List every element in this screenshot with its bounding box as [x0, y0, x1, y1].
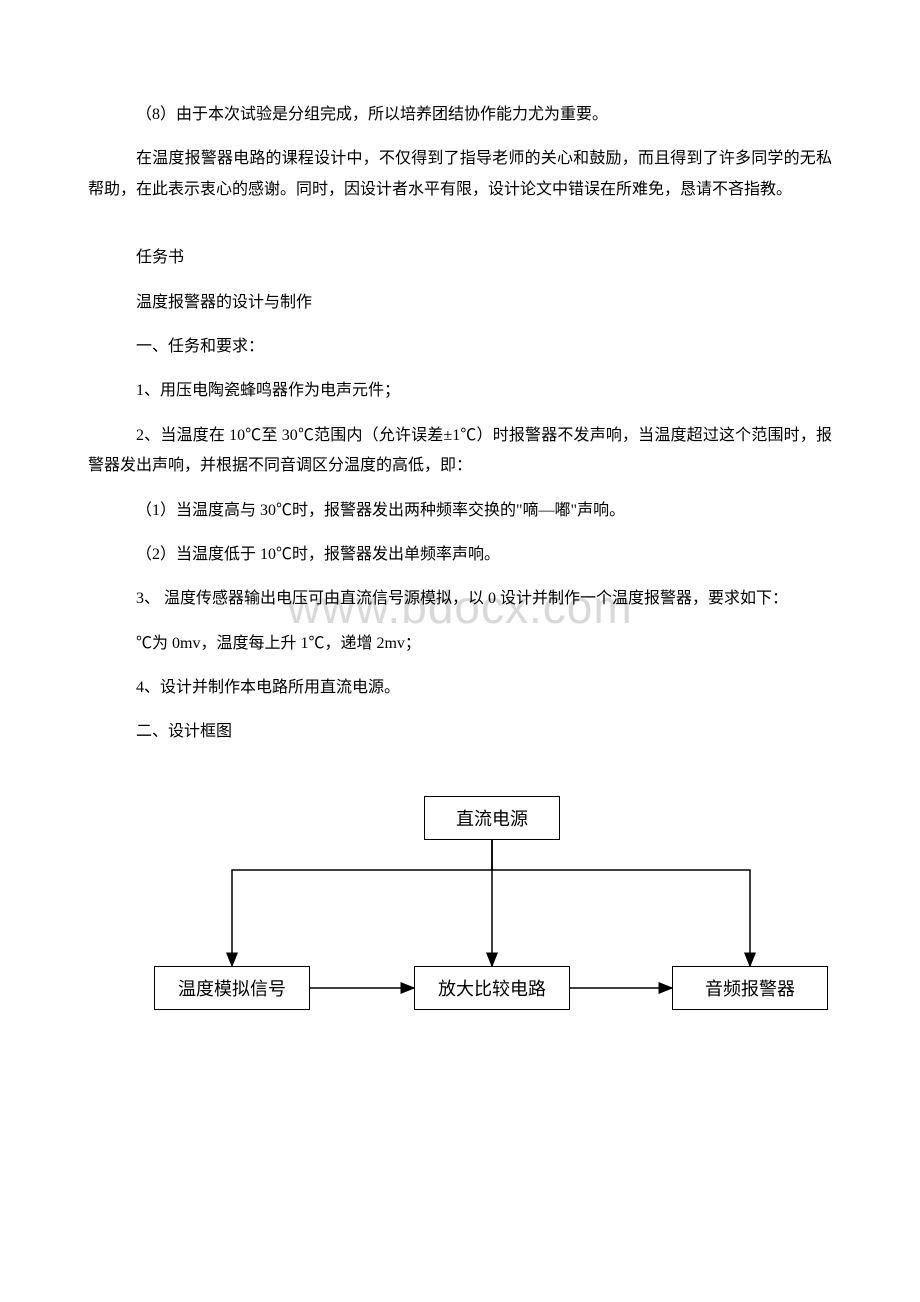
document-content: （8）由于本次试验是分组完成，所以培养团结协作能力尤为重要。 在温度报警器电路的… — [88, 100, 832, 1056]
heading-section2: 二、设计框图 — [88, 717, 832, 747]
heading-title: 温度报警器的设计与制作 — [88, 288, 832, 318]
req-2-1: （1）当温度高与 30℃时，报警器发出两种频率交换的"嘀—嘟"声响。 — [88, 496, 832, 526]
box-amp: 放大比较电路 — [414, 966, 570, 1010]
para-ack: 在温度报警器电路的课程设计中，不仅得到了指导老师的关心和鼓励，而且得到了许多同学… — [88, 144, 832, 205]
box-power: 直流电源 — [424, 796, 560, 840]
box-temp: 温度模拟信号 — [154, 966, 310, 1010]
req-2: 2、当温度在 10℃至 30℃范围内（允许误差±1℃）时报警器不发声响，当温度超… — [88, 421, 832, 482]
req-2-2: （2）当温度低于 10℃时，报警器发出单频率声响。 — [88, 540, 832, 570]
req-4: 4、设计并制作本电路所用直流电源。 — [88, 673, 832, 703]
block-diagram: 直流电源 温度模拟信号 放大比较电路 音频报警器 — [88, 796, 832, 1056]
heading-taskbook: 任务书 — [88, 243, 832, 273]
box-amp-label: 放大比较电路 — [438, 975, 546, 1001]
req-3: 3、 温度传感器输出电压可由直流信号源模拟，以 0 设计并制作一个温度报警器，要… — [88, 584, 832, 614]
box-alarm-label: 音频报警器 — [705, 975, 795, 1001]
para-8: （8）由于本次试验是分组完成，所以培养团结协作能力尤为重要。 — [88, 100, 832, 130]
box-temp-label: 温度模拟信号 — [178, 975, 286, 1001]
box-alarm: 音频报警器 — [672, 966, 828, 1010]
req-3-detail: ℃为 0mv，温度每上升 1℃，递增 2mv； — [88, 629, 832, 659]
heading-section1: 一、任务和要求： — [88, 332, 832, 362]
req-1: 1、用压电陶瓷蜂鸣器作为电声元件； — [88, 376, 832, 406]
box-power-label: 直流电源 — [456, 805, 528, 831]
